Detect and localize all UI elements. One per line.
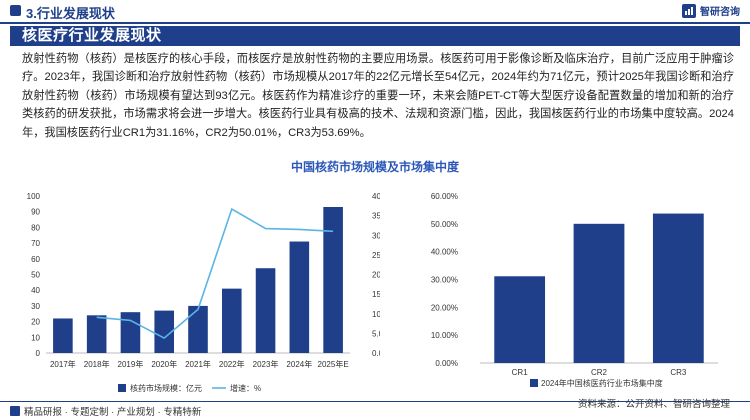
right-axis-tick-label: 15.0% xyxy=(372,290,380,299)
market-size-bar xyxy=(86,315,107,353)
market-size-bar xyxy=(323,206,343,353)
right-axis-tick-label: 5.0% xyxy=(372,329,380,338)
top-bar: 3.行业发展现状 智研咨询 xyxy=(0,0,750,22)
x-axis-tick-label: 2018年 xyxy=(84,359,110,369)
y-axis-tick-label: 30.00% xyxy=(431,276,458,285)
legend-swatch-bar xyxy=(530,379,538,387)
footer-tagline: 精品研报 · 专题定制 · 产业规划 · 专精特新 xyxy=(10,404,201,418)
x-axis-tick-label: 2024年 xyxy=(286,359,312,369)
right-axis-tick-label: 20.0% xyxy=(372,271,380,280)
footer-tagline-text: 精品研报 · 专题定制 · 产业规划 · 专精特新 xyxy=(24,407,202,418)
market-size-bar xyxy=(188,305,208,353)
market-size-combo-chart: 0 10 20 30 40 50 60 70 80 90 100 0.0% 5.0% 10.0% 15.0%… xyxy=(27,192,380,393)
section-title: 核医疗行业发展现状 xyxy=(22,27,162,44)
x-axis-tick-label: 2020年 xyxy=(151,359,177,369)
right-axis-tick-label: 25.0% xyxy=(372,251,380,260)
left-axis-tick-label: 0 xyxy=(36,349,41,358)
legend-label-concentration: 2024年中国核医药行业市场集中度 xyxy=(541,378,663,388)
x-axis-tick-label: 2023年 xyxy=(253,359,279,369)
left-axis-tick-label: 70 xyxy=(31,239,40,248)
zhiyan-logo-icon xyxy=(682,3,696,18)
x-axis-tick-label: 2017年 xyxy=(50,359,76,369)
data-source: 资料来源：公开资料、智研咨询整理 xyxy=(577,399,730,410)
x-axis-tick-label: 2019年 xyxy=(118,359,144,369)
concentration-bar xyxy=(494,276,546,363)
x-axis-tick-label: 2025年E xyxy=(318,359,349,369)
right-axis-tick-label: 30.0% xyxy=(372,231,380,240)
y-axis-tick-label: 60.00% xyxy=(431,192,458,201)
y-axis-tick-label: 40.00% xyxy=(431,248,458,257)
right-axis-tick-label: 40.0% xyxy=(372,192,380,201)
top-divider xyxy=(0,22,750,24)
x-axis-tick-label: CR3 xyxy=(670,368,687,377)
market-size-bar xyxy=(120,312,141,353)
market-size-bar xyxy=(289,241,310,353)
brand-square-icon xyxy=(10,406,20,416)
market-size-bar xyxy=(221,288,242,353)
left-axis-tick-label: 60 xyxy=(31,255,40,264)
left-axis-tick-label: 90 xyxy=(31,208,40,217)
x-axis-tick-label: 2022年 xyxy=(219,359,245,369)
left-axis-tick-label: 20 xyxy=(31,318,40,327)
y-axis-tick-label: 0.00% xyxy=(435,359,458,368)
x-axis-tick-label: CR2 xyxy=(591,368,608,377)
left-axis-tick-label: 10 xyxy=(31,333,40,342)
chart-title: 中国核药市场规模及市场集中度 xyxy=(290,160,459,174)
left-axis-tick-label: 50 xyxy=(31,271,40,280)
left-axis-tick-label: 100 xyxy=(27,192,41,201)
concentration-bar-chart: 0.00% 10.00% 20.00% 30.00% 40.00% 50.00% 60.00… xyxy=(431,192,718,388)
y-axis-tick-label: 10.00% xyxy=(431,331,458,340)
legend-label-growth: 增速：% xyxy=(230,383,261,393)
x-axis-tick-label: 2021年 xyxy=(185,359,211,369)
right-axis-tick-label: 0.0% xyxy=(372,349,380,358)
right-axis-tick-label: 10.0% xyxy=(372,310,380,319)
logo-text: 智研咨询 xyxy=(700,7,740,18)
legend-label-market-size: 核药市场规模：亿元 xyxy=(130,383,202,393)
chapter-title: 3.行业发展现状 xyxy=(26,6,115,21)
y-axis-tick-label: 20.00% xyxy=(431,303,458,312)
left-axis-tick-label: 30 xyxy=(31,302,40,311)
brand-logo: 智研咨询 xyxy=(682,3,740,18)
concentration-bar xyxy=(573,223,625,363)
market-size-bar xyxy=(154,310,175,353)
market-size-bar xyxy=(53,318,73,353)
market-size-bar xyxy=(255,268,276,353)
concentration-bar xyxy=(652,213,704,363)
right-axis-tick-label: 35.0% xyxy=(372,212,380,221)
x-axis-tick-label: CR1 xyxy=(512,368,529,377)
y-axis-tick-label: 50.00% xyxy=(431,220,458,229)
legend-swatch-bar xyxy=(118,384,126,392)
section-header-bar xyxy=(10,26,740,46)
footer-divider xyxy=(0,401,750,402)
chapter-marker-icon xyxy=(10,5,21,16)
left-axis-tick-label: 80 xyxy=(31,223,40,232)
growth-rate-line xyxy=(96,207,334,340)
left-axis-tick-label: 40 xyxy=(31,286,40,295)
body-paragraph: 放射性药物（核药）是核医疗的核心手段，而核医疗是放射性药物的主要应用场景。核医药… xyxy=(22,53,734,139)
